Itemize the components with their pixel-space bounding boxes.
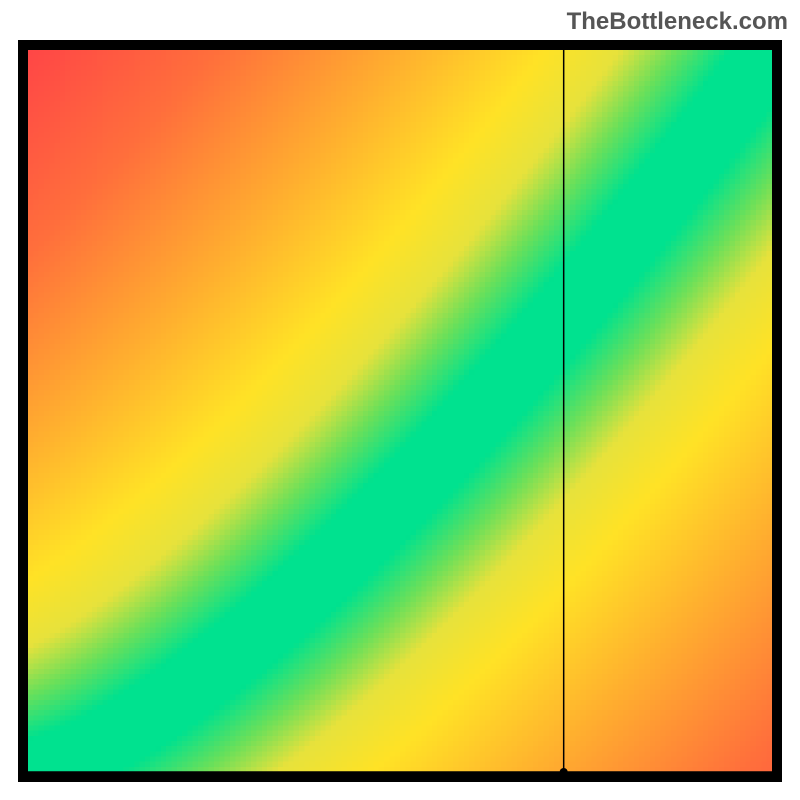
marker-dot bbox=[560, 768, 568, 776]
heatmap-cells bbox=[28, 50, 773, 773]
watermark-text: TheBottleneck.com bbox=[567, 8, 788, 36]
bottleneck-heatmap bbox=[0, 0, 800, 800]
